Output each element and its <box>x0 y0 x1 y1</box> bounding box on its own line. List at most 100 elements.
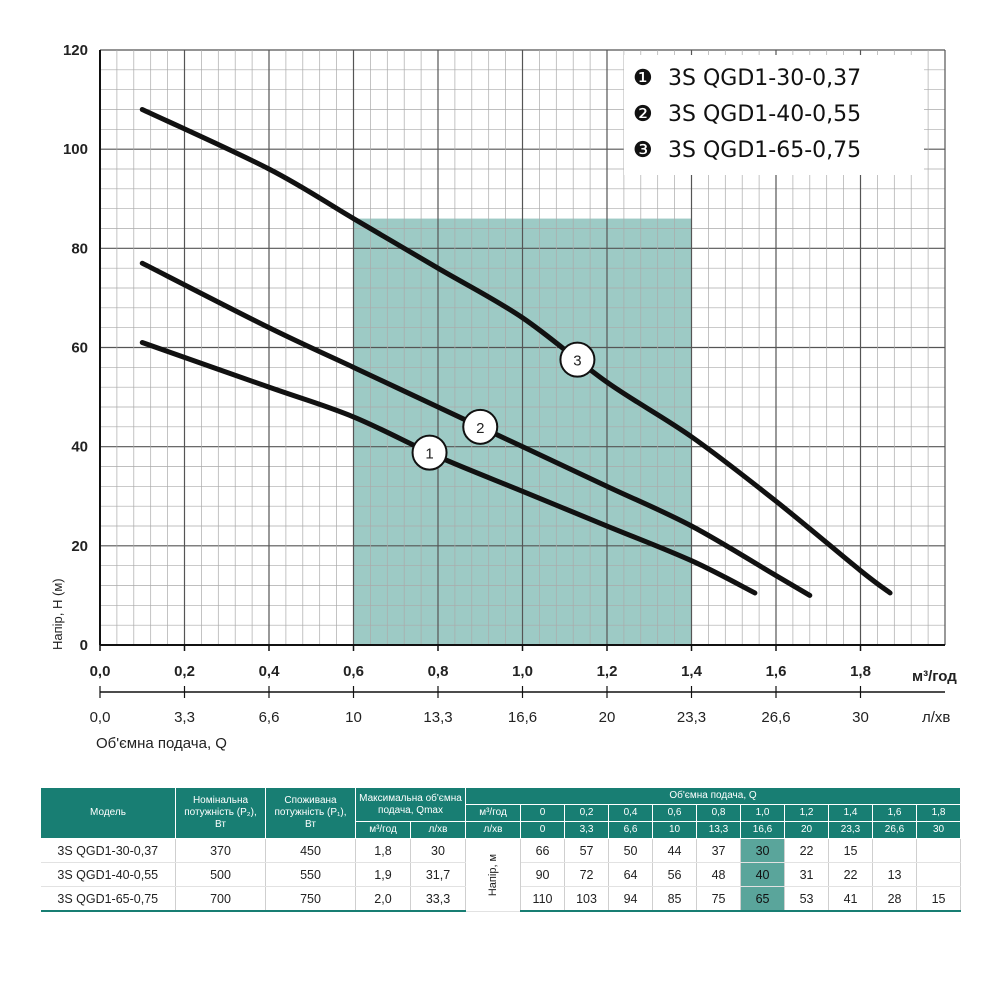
x-tick-label: 0,8 <box>428 663 449 680</box>
header-flow-lpm-value: 6,6 <box>608 821 654 839</box>
curve-series-3 <box>139 107 893 596</box>
y-tick-label: 100 <box>63 141 88 158</box>
p2-cell: 700 <box>175 886 266 912</box>
pump-spec-table: Модель Номінальна потужність (P₂), Вт Сп… <box>40 787 962 912</box>
qmax-lpm-cell: 31,7 <box>410 862 467 887</box>
curve-label-2: 2 <box>476 420 484 437</box>
x-tick-label-lpm: 30 <box>852 709 869 726</box>
x-tick-label-lpm: 20 <box>599 709 616 726</box>
header-p2: Номінальна потужність (P₂), Вт <box>175 787 266 839</box>
header-flow-m3h-value: 0,2 <box>564 804 610 822</box>
y-tick-label: 120 <box>63 42 88 59</box>
x-tick-label: 0,6 <box>343 663 364 680</box>
header-flow-m3h-value: 0,4 <box>608 804 654 822</box>
legend-marker-1: ❶ <box>633 66 653 91</box>
head-label: Напір, м <box>487 853 500 896</box>
head-value-cell: 28 <box>872 886 918 912</box>
header-flow-lpm-value: 3,3 <box>564 821 610 839</box>
head-value-cell: 15 <box>828 838 874 863</box>
head-value-cell: 15 <box>916 886 962 912</box>
qmax-lpm-cell: 33,3 <box>410 886 467 912</box>
header-flow-m3h-value: 0,8 <box>696 804 742 822</box>
x-tick-label-lpm: 10 <box>345 709 362 726</box>
y-tick-label: 60 <box>71 340 88 357</box>
head-value-cell: 110 <box>520 886 566 912</box>
head-value-cell: 64 <box>608 862 654 887</box>
x-axis-unit-m3h: м³/год <box>912 668 957 685</box>
head-value-cell <box>916 838 962 863</box>
p2-cell: 370 <box>175 838 266 863</box>
head-value-cell: 50 <box>608 838 654 863</box>
curve-label-circle-1 <box>411 434 448 471</box>
header-flow-lpm-value: 26,6 <box>872 821 918 839</box>
head-value-cell: 65 <box>740 886 786 912</box>
legend-marker-2: ❷ <box>633 102 653 127</box>
header-flow-lpm-value: 0 <box>520 821 566 839</box>
curve-label-circle-2 <box>462 408 499 445</box>
x-axis-unit-lpm: л/хв <box>922 709 950 726</box>
head-value-cell: 30 <box>740 838 786 863</box>
head-value-cell: 48 <box>696 862 742 887</box>
x-tick-label-lpm: 3,3 <box>174 709 195 726</box>
head-value-cell <box>872 838 918 863</box>
head-value-cell: 40 <box>740 862 786 887</box>
y-tick-label: 80 <box>71 240 88 257</box>
table-row: 3S QGD1-30-0,37 370 450 1,8 30 Напір, м 66 57 50… <box>40 838 962 912</box>
head-value-cell: 103 <box>564 886 610 912</box>
head-value-cell <box>916 862 962 887</box>
header-qmax-m3h: м³/год <box>355 821 411 839</box>
header-flow-lpm: л/хв <box>465 821 522 839</box>
header-flow-m3h-value: 1,0 <box>740 804 786 822</box>
legend-entry-3: 3S QGD1-65-0,75 <box>668 138 861 163</box>
x-tick-label-lpm: 23,3 <box>677 709 706 726</box>
x-axis-label: Об'ємна подача, Q <box>96 735 227 752</box>
header-flow-m3h-value: 0,6 <box>652 804 698 822</box>
head-value-cell: 94 <box>608 886 654 912</box>
header-flow: Об'ємна подача, Q <box>465 787 962 805</box>
head-value-cell: 31 <box>784 862 830 887</box>
model-cell: 3S QGD1-65-0,75 <box>40 886 176 912</box>
x-tick-label-lpm: 13,3 <box>423 709 452 726</box>
legend-entry-2: 3S QGD1-40-0,55 <box>668 102 861 127</box>
p1-cell: 750 <box>265 886 356 912</box>
qmax-m3h-cell: 2,0 <box>355 886 411 912</box>
header-model: Модель <box>40 787 176 839</box>
p1-cell: 550 <box>265 862 356 887</box>
head-label-cell: Напір, м <box>465 838 522 912</box>
head-value-cell: 56 <box>652 862 698 887</box>
table-row: 3S QGD1-65-0,75 700 750 2,0 33,3 110 103 94 85 75… <box>40 886 962 912</box>
x-tick-label: 0,4 <box>259 663 281 680</box>
x-tick-label: 1,0 <box>512 663 533 680</box>
legend-marker-3: ❸ <box>633 138 653 163</box>
head-value-cell: 72 <box>564 862 610 887</box>
head-value-cell: 85 <box>652 886 698 912</box>
curve-series-2 <box>139 260 813 598</box>
head-value-cell: 22 <box>784 838 830 863</box>
qmax-m3h-cell: 1,8 <box>355 838 411 863</box>
head-value-cell: 13 <box>872 862 918 887</box>
head-value-cell: 66 <box>520 838 566 863</box>
head-value-cell: 44 <box>652 838 698 863</box>
x-tick-label: 0,2 <box>174 663 195 680</box>
curve-label-3: 3 <box>573 353 581 370</box>
header-flow-lpm-value: 30 <box>916 821 962 839</box>
curve-label-circle-3 <box>559 341 596 378</box>
header-qmax-lpm: л/хв <box>409 821 467 839</box>
head-value-cell: 90 <box>520 862 566 887</box>
model-cell: 3S QGD1-30-0,37 <box>40 838 176 863</box>
curve-label-1: 1 <box>425 446 433 463</box>
y-axis-label: Напір, Н (м) <box>50 578 65 650</box>
table-row: 3S QGD1-40-0,55 500 550 1,9 31,7 90 72 64 56 48 40… <box>40 862 962 887</box>
header-flow-m3h-value: 1,8 <box>916 804 962 822</box>
x-tick-label-lpm: 26,6 <box>761 709 790 726</box>
legend-entry-1: 3S QGD1-30-0,37 <box>668 66 861 91</box>
x-tick-label: 1,2 <box>597 663 618 680</box>
x-tick-label: 1,8 <box>850 663 871 680</box>
qmax-m3h-cell: 1,9 <box>355 862 411 887</box>
y-tick-label: 40 <box>71 439 88 456</box>
header-flow-lpm-value: 10 <box>652 821 698 839</box>
x-tick-label: 0,0 <box>90 663 111 680</box>
head-value-cell: 22 <box>828 862 874 887</box>
header-flow-m3h-value: 1,4 <box>828 804 874 822</box>
